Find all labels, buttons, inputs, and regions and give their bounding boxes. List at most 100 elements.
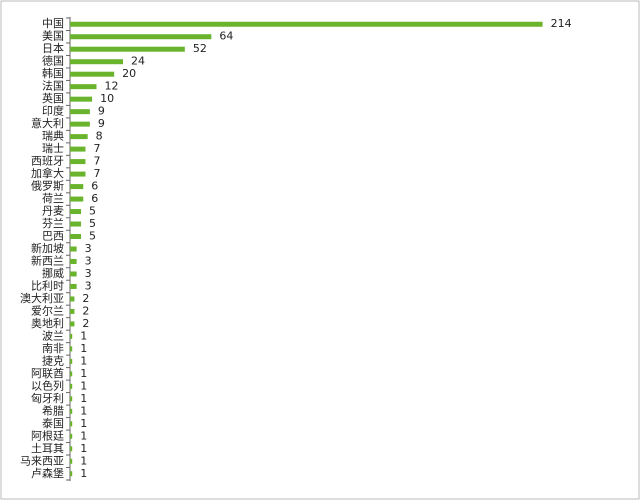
bar xyxy=(70,159,86,165)
y-tick-label: 俄罗斯 xyxy=(31,180,64,193)
value-label: 1 xyxy=(80,429,87,442)
y-tick-label: 奥地利 xyxy=(31,316,64,330)
value-label: 52 xyxy=(193,42,207,55)
value-label: 3 xyxy=(85,267,92,280)
value-label: 10 xyxy=(100,92,114,105)
value-label: 1 xyxy=(80,392,87,405)
bar xyxy=(70,421,73,427)
y-tick-label: 法国 xyxy=(42,79,64,93)
y-tick-label: 以色列 xyxy=(31,378,64,392)
value-label: 7 xyxy=(93,142,100,155)
y-tick-label: 希腊 xyxy=(42,403,64,417)
value-label: 3 xyxy=(85,254,92,267)
bar xyxy=(70,71,115,77)
value-label: 7 xyxy=(93,167,100,180)
value-label: 1 xyxy=(80,442,87,455)
y-tick-label: 西班牙 xyxy=(31,155,64,168)
value-label: 1 xyxy=(80,367,87,380)
bar xyxy=(70,234,82,240)
bar xyxy=(70,21,543,27)
value-label: 20 xyxy=(122,67,136,80)
y-tick-label: 阿根廷 xyxy=(31,428,64,442)
value-label: 3 xyxy=(85,242,92,255)
y-tick-label: 澳大利亚 xyxy=(20,291,64,305)
value-label: 5 xyxy=(89,230,96,243)
y-tick-label: 匈牙利 xyxy=(31,391,64,405)
value-label: 2 xyxy=(82,304,89,317)
value-label: 1 xyxy=(80,379,87,392)
value-label: 1 xyxy=(80,467,87,480)
bar xyxy=(70,34,212,40)
value-label: 64 xyxy=(219,30,233,43)
y-tick-label: 卢森堡 xyxy=(31,466,64,480)
bar xyxy=(70,408,73,414)
value-label: 12 xyxy=(105,80,119,93)
bar xyxy=(70,321,75,327)
y-tick-label: 巴西 xyxy=(42,230,64,243)
value-label: 2 xyxy=(82,317,89,330)
bar xyxy=(70,184,84,190)
y-tick-label: 泰国 xyxy=(42,416,64,430)
y-tick-label: 英国 xyxy=(42,91,64,105)
bar xyxy=(70,59,123,65)
y-tick-label: 印度 xyxy=(42,104,64,118)
y-tick-label: 南非 xyxy=(42,342,64,355)
value-label: 1 xyxy=(80,454,87,467)
bar xyxy=(70,458,73,464)
bar xyxy=(70,383,73,389)
y-tick-label: 新加坡 xyxy=(31,241,64,255)
y-tick-label: 比利时 xyxy=(31,279,64,292)
y-tick-label: 韩国 xyxy=(42,66,64,80)
bar xyxy=(70,96,93,102)
bar xyxy=(70,171,86,177)
bar xyxy=(70,283,77,289)
value-label: 1 xyxy=(80,417,87,430)
y-tick-label: 中国 xyxy=(42,17,64,30)
bar xyxy=(70,446,73,452)
value-label: 6 xyxy=(91,180,98,193)
y-tick-label: 意大利 xyxy=(31,116,64,130)
y-tick-label: 马来西亚 xyxy=(20,454,64,467)
y-tick-label: 阿联酋 xyxy=(31,366,64,380)
bar xyxy=(70,258,77,264)
y-tick-label: 爱尔兰 xyxy=(31,304,64,317)
y-tick-label: 波兰 xyxy=(42,329,64,342)
value-label: 1 xyxy=(80,342,87,355)
y-tick-label: 瑞典 xyxy=(42,129,64,143)
bar xyxy=(70,121,90,127)
value-label: 9 xyxy=(98,117,105,130)
y-tick-label: 荷兰 xyxy=(42,192,64,205)
value-label: 7 xyxy=(93,155,100,168)
value-label: 5 xyxy=(89,205,96,218)
value-label: 214 xyxy=(551,17,572,30)
y-tick-label: 芬兰 xyxy=(42,217,64,230)
bar xyxy=(70,146,86,152)
bar xyxy=(70,221,82,227)
y-tick-label: 瑞士 xyxy=(42,141,64,155)
value-label: 6 xyxy=(91,192,98,205)
bar xyxy=(70,296,75,302)
value-label: 1 xyxy=(80,354,87,367)
y-tick-label: 丹麦 xyxy=(42,205,64,218)
y-tick-label: 加拿大 xyxy=(31,166,64,180)
bar xyxy=(70,246,77,252)
bar xyxy=(70,308,75,314)
bar xyxy=(70,134,88,140)
value-label: 5 xyxy=(89,217,96,230)
bar xyxy=(70,271,77,277)
bar xyxy=(70,371,73,377)
value-label: 3 xyxy=(85,279,92,292)
y-tick-label: 捷克 xyxy=(42,353,64,367)
y-tick-label: 美国 xyxy=(42,30,64,43)
y-tick-label: 土耳其 xyxy=(31,442,64,455)
value-label: 24 xyxy=(131,55,145,68)
bar xyxy=(70,333,73,339)
y-tick-label: 挪威 xyxy=(42,266,64,280)
bar xyxy=(70,109,90,115)
value-label: 1 xyxy=(80,329,87,342)
value-label: 8 xyxy=(96,130,103,143)
bar xyxy=(70,358,73,364)
bar xyxy=(70,396,73,402)
